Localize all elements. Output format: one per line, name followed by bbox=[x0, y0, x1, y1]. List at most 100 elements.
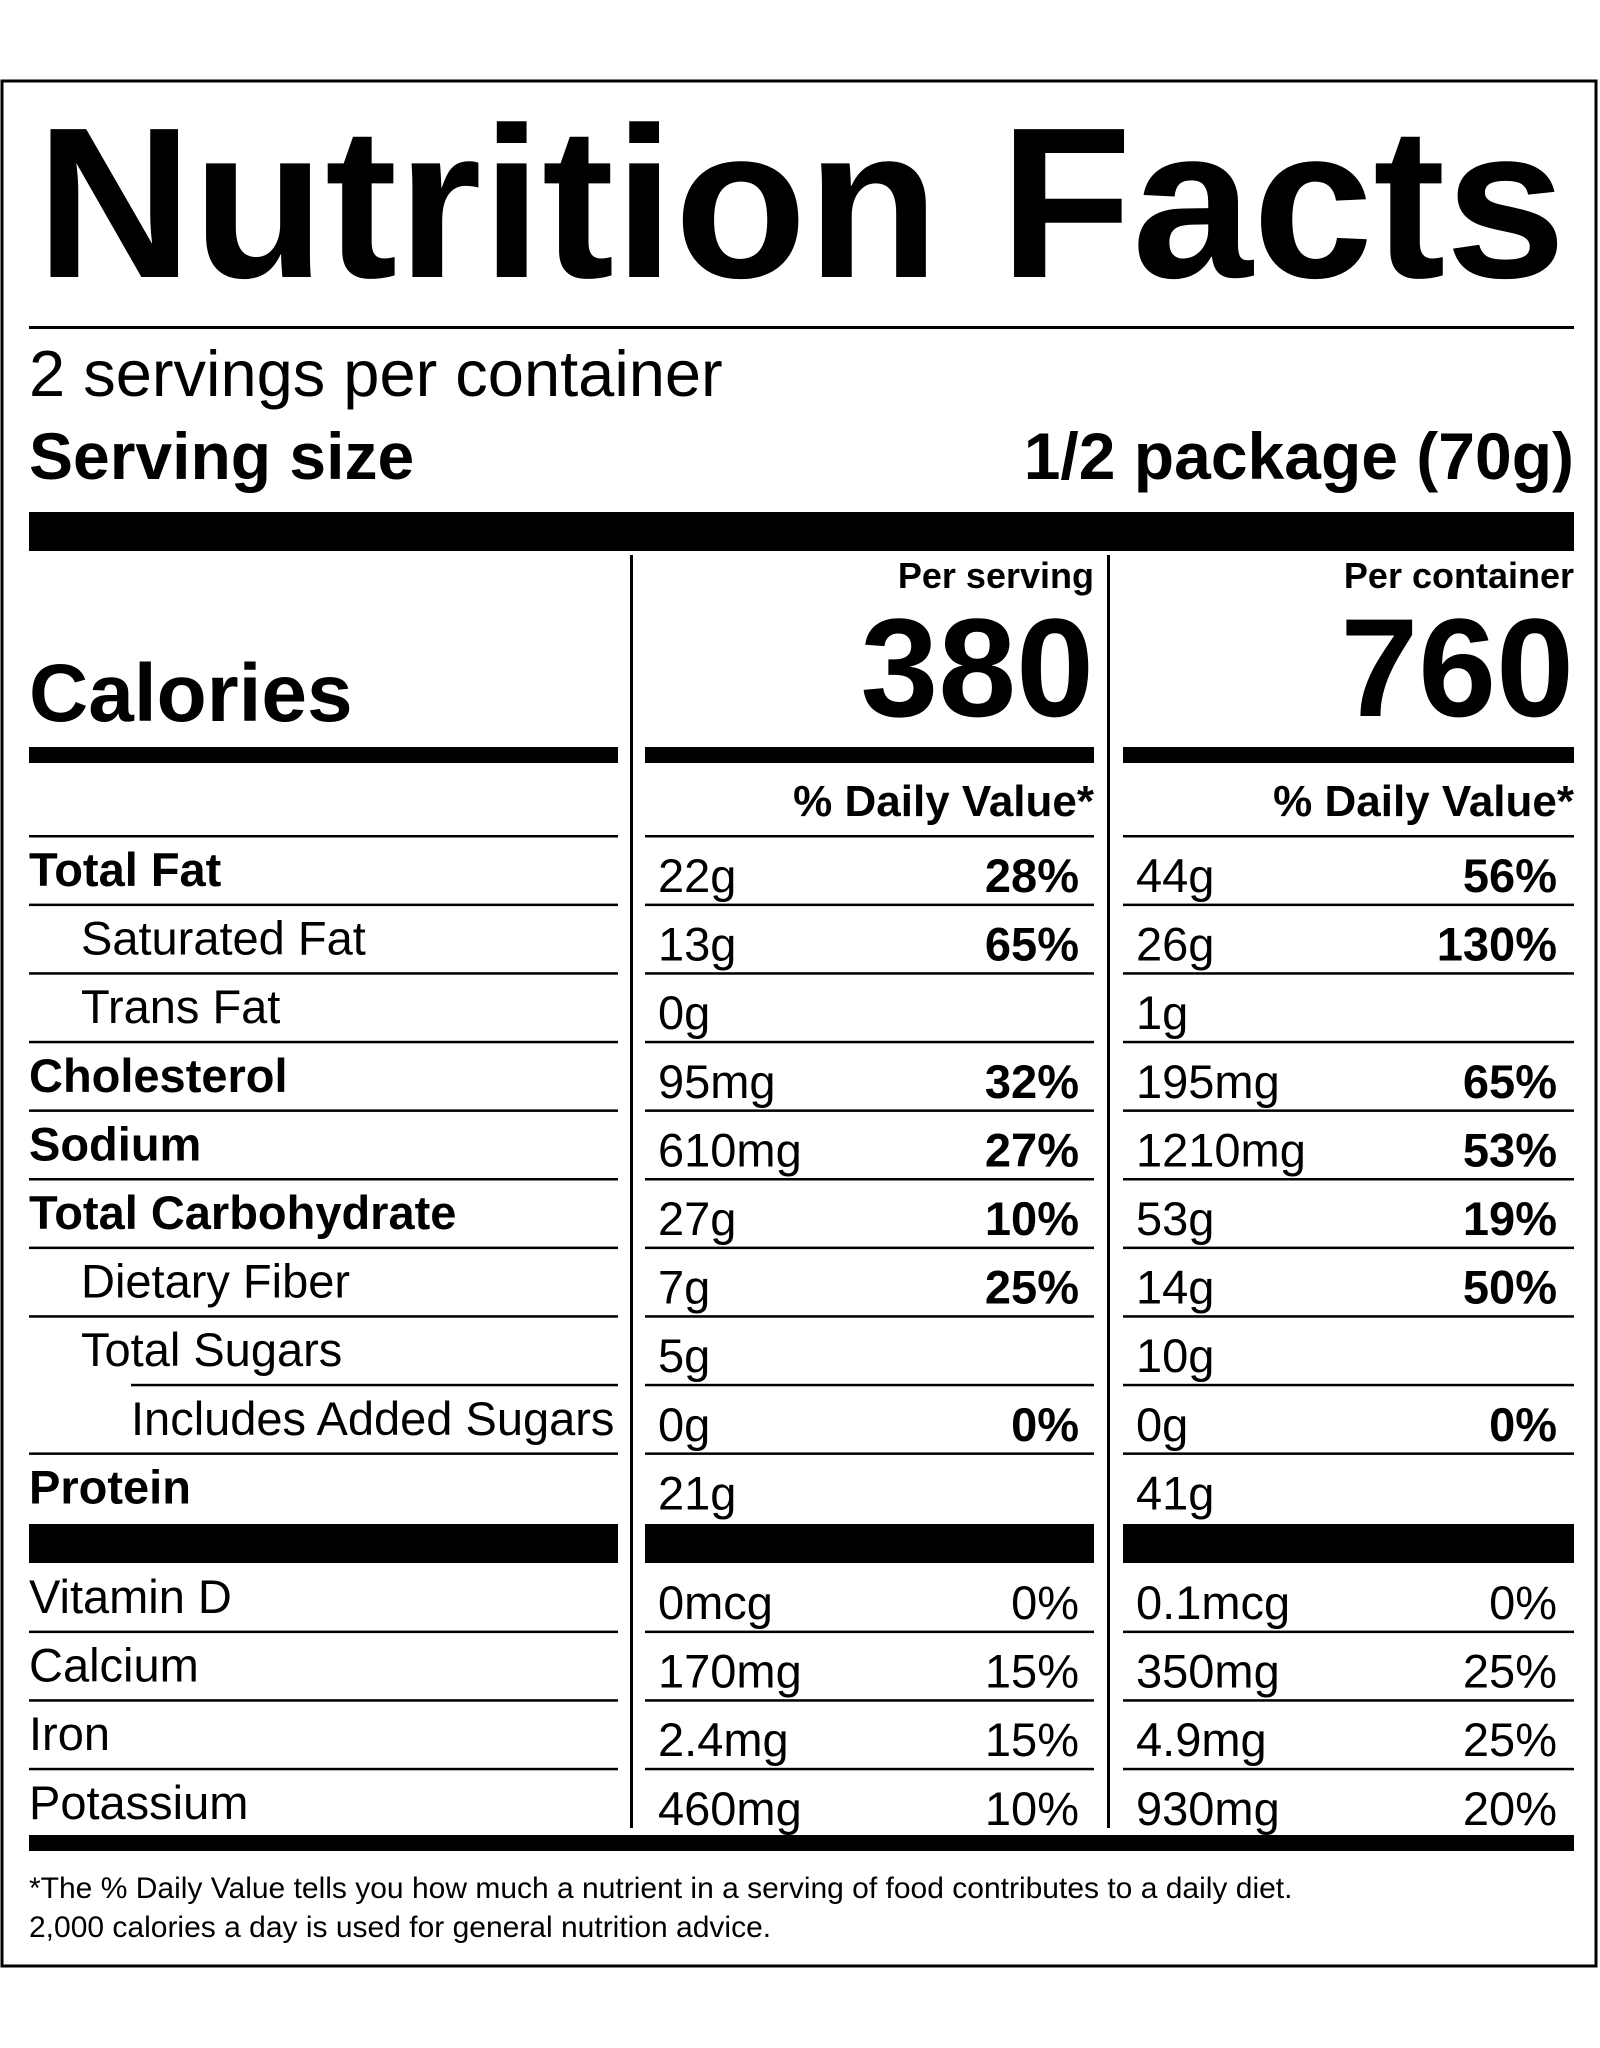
row-line bbox=[1123, 1699, 1574, 1702]
daily-value: 27% bbox=[985, 1123, 1079, 1176]
nutrient-name: Iron bbox=[29, 1707, 110, 1760]
amount: 0g bbox=[1136, 1398, 1188, 1451]
divider bbox=[29, 326, 1574, 329]
row-line bbox=[645, 1383, 1094, 1387]
amount: 14g bbox=[1136, 1261, 1214, 1314]
nutrient-name: Dietary Fiber bbox=[81, 1255, 350, 1308]
nutrient-name: Total Fat bbox=[29, 843, 222, 896]
row-line bbox=[1123, 1630, 1574, 1634]
row-line bbox=[29, 972, 618, 975]
row-line bbox=[1123, 1315, 1574, 1318]
amount: 0g bbox=[658, 1398, 710, 1451]
footnote: 2,000 calories a day is used for general… bbox=[29, 1911, 771, 1944]
amount: 1g bbox=[1136, 986, 1188, 1039]
nutrient-name: Saturated Fat bbox=[81, 912, 366, 965]
serving-size-value: 1/2 package (70g) bbox=[1024, 419, 1574, 493]
row-line bbox=[1123, 835, 1574, 838]
row-line bbox=[1123, 1452, 1574, 1455]
row-line bbox=[29, 1040, 618, 1044]
row-line bbox=[645, 1315, 1094, 1318]
protein-bar bbox=[1123, 1524, 1574, 1563]
label-border bbox=[0, 79, 1598, 1968]
nutrient-name: Sodium bbox=[29, 1117, 201, 1170]
amount: 95mg bbox=[658, 1055, 776, 1108]
calories-bar bbox=[29, 747, 618, 763]
daily-value: 0% bbox=[1011, 1576, 1079, 1629]
row-line bbox=[1123, 972, 1574, 975]
amount: 26g bbox=[1136, 918, 1214, 971]
row-line bbox=[1123, 1040, 1574, 1044]
amount: 44g bbox=[1136, 849, 1214, 902]
footnote: *The % Daily Value tells you how much a … bbox=[29, 1872, 1292, 1905]
daily-value: 32% bbox=[985, 1055, 1079, 1108]
daily-value: 25% bbox=[1463, 1645, 1557, 1698]
nutrient-name: Protein bbox=[29, 1460, 191, 1513]
amount: 5g bbox=[658, 1329, 710, 1382]
row-line bbox=[645, 1699, 1094, 1702]
amount: 22g bbox=[658, 849, 736, 902]
amount: 13g bbox=[658, 918, 736, 971]
daily-value: 56% bbox=[1463, 849, 1557, 902]
amount: 0g bbox=[658, 986, 710, 1039]
daily-value: 10% bbox=[985, 1192, 1079, 1245]
amount: 195mg bbox=[1136, 1055, 1280, 1108]
amount: 2.4mg bbox=[658, 1713, 789, 1766]
row-line bbox=[645, 1452, 1094, 1455]
row-line bbox=[645, 1630, 1094, 1634]
amount: 170mg bbox=[658, 1645, 802, 1698]
column-divider bbox=[630, 555, 633, 1828]
calories-value: 380 bbox=[860, 589, 1094, 746]
column-heading: Per container bbox=[1344, 555, 1574, 596]
dv-heading: % Daily Value* bbox=[1273, 777, 1575, 826]
row-line bbox=[1123, 903, 1574, 907]
nutrient-name: Total Carbohydrate bbox=[29, 1186, 456, 1239]
protein-bar bbox=[29, 1524, 618, 1563]
amount: 930mg bbox=[1136, 1782, 1280, 1835]
row-line bbox=[1123, 1767, 1574, 1771]
amount: 0mcg bbox=[658, 1576, 773, 1629]
bottom-bar bbox=[29, 1835, 1574, 1851]
row-line bbox=[131, 1383, 618, 1387]
nutrient-name: Includes Added Sugars bbox=[131, 1392, 614, 1445]
amount: 7g bbox=[658, 1261, 710, 1314]
nutrient-name: Trans Fat bbox=[81, 980, 280, 1033]
daily-value: 130% bbox=[1437, 918, 1557, 971]
amount: 350mg bbox=[1136, 1645, 1280, 1698]
amount: 53g bbox=[1136, 1192, 1214, 1245]
column-divider bbox=[1107, 555, 1110, 1828]
row-line bbox=[29, 1630, 618, 1634]
nutrient-name: Calcium bbox=[29, 1639, 199, 1692]
daily-value: 65% bbox=[985, 918, 1079, 971]
dv-heading: % Daily Value* bbox=[793, 777, 1095, 826]
row-line bbox=[645, 835, 1094, 838]
amount: 460mg bbox=[658, 1782, 802, 1835]
calories-label: Calories bbox=[29, 648, 353, 739]
row-line bbox=[645, 903, 1094, 907]
row-line bbox=[29, 1452, 618, 1455]
daily-value: 0% bbox=[1489, 1576, 1557, 1629]
amount: 10g bbox=[1136, 1329, 1214, 1382]
row-line bbox=[645, 1109, 1094, 1112]
amount: 610mg bbox=[658, 1123, 802, 1176]
row-line bbox=[29, 1767, 618, 1771]
protein-bar bbox=[645, 1524, 1094, 1563]
daily-value: 25% bbox=[985, 1261, 1079, 1314]
amount: 0.1mcg bbox=[1136, 1576, 1290, 1629]
column-heading: Per serving bbox=[898, 555, 1094, 596]
row-line bbox=[645, 1767, 1094, 1771]
row-line bbox=[1123, 1178, 1574, 1181]
nutrient-name: Cholesterol bbox=[29, 1049, 288, 1102]
amount: 4.9mg bbox=[1136, 1713, 1267, 1766]
amount: 1210mg bbox=[1136, 1123, 1306, 1176]
row-line bbox=[29, 1246, 618, 1250]
row-line bbox=[645, 1040, 1094, 1044]
nutrient-name: Potassium bbox=[29, 1776, 248, 1829]
row-line bbox=[29, 1109, 618, 1112]
daily-value: 25% bbox=[1463, 1713, 1557, 1766]
daily-value: 65% bbox=[1463, 1055, 1557, 1108]
daily-value: 19% bbox=[1463, 1192, 1557, 1245]
row-line bbox=[645, 972, 1094, 975]
daily-value: 20% bbox=[1463, 1782, 1557, 1835]
